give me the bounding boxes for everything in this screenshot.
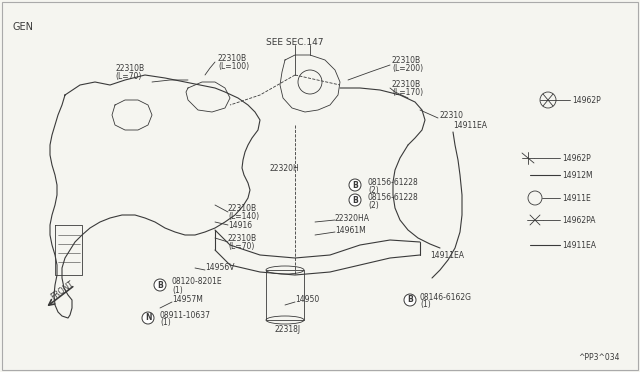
Text: 22310B: 22310B	[218, 54, 247, 62]
Text: (L=140): (L=140)	[228, 212, 259, 221]
Text: 14962P: 14962P	[562, 154, 591, 163]
Text: B: B	[157, 280, 163, 289]
Text: B: B	[407, 295, 413, 305]
Bar	[266, 270, 304, 320]
Text: (2): (2)	[368, 201, 379, 209]
Text: 22310B: 22310B	[228, 234, 257, 243]
Circle shape	[349, 179, 361, 191]
Text: (L=70): (L=70)	[228, 241, 254, 250]
Text: 14962P: 14962P	[572, 96, 601, 105]
Text: 22310B: 22310B	[392, 80, 421, 89]
Text: (L=170): (L=170)	[392, 87, 423, 96]
Text: 14962PA: 14962PA	[562, 215, 595, 224]
Text: 14956V: 14956V	[205, 263, 234, 273]
Text: FRONT: FRONT	[49, 279, 76, 301]
Text: 08156-61228: 08156-61228	[368, 177, 419, 186]
Text: 22310: 22310	[440, 110, 464, 119]
Text: SEE SEC.147: SEE SEC.147	[266, 38, 324, 47]
Text: B: B	[352, 196, 358, 205]
Text: (2): (2)	[368, 186, 379, 195]
Text: 22320HA: 22320HA	[335, 214, 370, 222]
Text: 14911E: 14911E	[562, 193, 591, 202]
Text: 14911EA: 14911EA	[430, 250, 464, 260]
Text: N: N	[145, 314, 151, 323]
Text: 22310B: 22310B	[392, 55, 421, 64]
Text: (L=200): (L=200)	[392, 64, 423, 73]
Text: 08146-6162G: 08146-6162G	[420, 292, 472, 301]
Text: (1): (1)	[172, 285, 183, 295]
Text: (1): (1)	[160, 318, 171, 327]
Text: B: B	[352, 180, 358, 189]
Text: 08120-8201E: 08120-8201E	[172, 278, 223, 286]
Text: (L=100): (L=100)	[218, 61, 249, 71]
Text: 14961M: 14961M	[335, 225, 365, 234]
Text: 22310B: 22310B	[228, 203, 257, 212]
Circle shape	[142, 312, 154, 324]
Text: GEN: GEN	[12, 22, 33, 32]
Text: 14916: 14916	[228, 221, 252, 230]
Text: ^PP3^034: ^PP3^034	[579, 353, 620, 362]
Text: 08156-61228: 08156-61228	[368, 192, 419, 202]
Text: 22310B: 22310B	[115, 64, 144, 73]
Text: 14911EA: 14911EA	[562, 241, 596, 250]
Text: 14912M: 14912M	[562, 170, 593, 180]
Text: 14957M: 14957M	[172, 295, 203, 305]
Text: 22320H: 22320H	[270, 164, 300, 173]
Circle shape	[154, 279, 166, 291]
Text: 14911EA: 14911EA	[453, 121, 487, 129]
Text: (L=70): (L=70)	[115, 71, 141, 80]
Circle shape	[349, 194, 361, 206]
Circle shape	[404, 294, 416, 306]
Text: 14950: 14950	[295, 295, 319, 305]
Text: 08911-10637: 08911-10637	[160, 311, 211, 320]
Text: (1): (1)	[420, 301, 431, 310]
Text: 22318J: 22318J	[275, 326, 301, 334]
